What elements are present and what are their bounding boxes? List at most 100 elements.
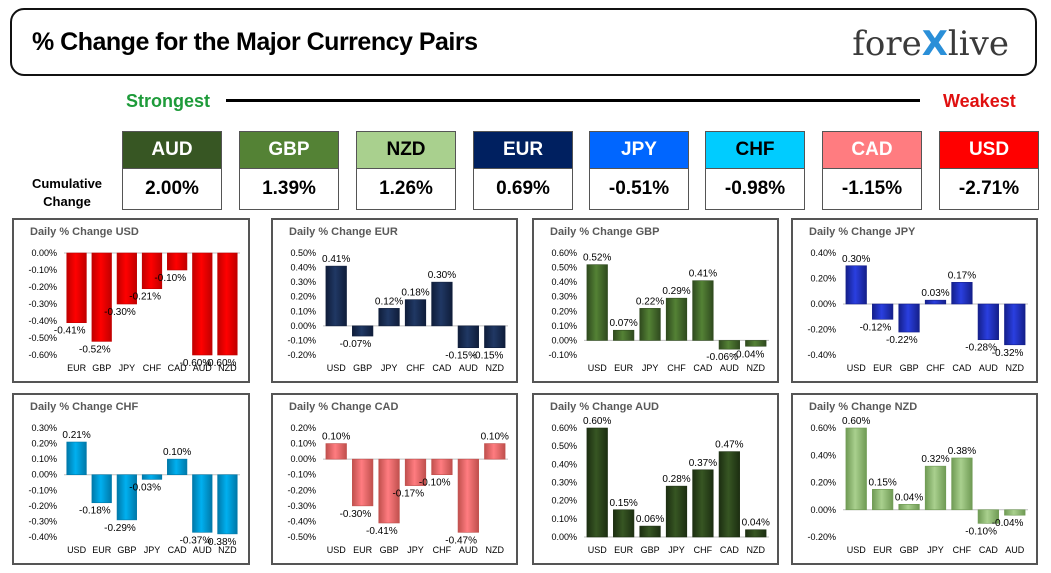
- chart-panel-jpy: Daily % Change JPY 0.40% 0.20% 0.00% -0.20% -…: [791, 218, 1038, 383]
- y-tick-label: 0.60%: [551, 423, 577, 433]
- bar-chart: Daily % Change JPY 0.40% 0.20% 0.00% -0.20% -…: [807, 226, 1028, 373]
- data-label: 0.10%: [322, 432, 350, 443]
- chart-title: Daily % Change EUR: [289, 226, 398, 238]
- y-tick-label: 0.30%: [551, 478, 577, 488]
- data-label: -0.30%: [340, 509, 372, 520]
- data-label: 0.17%: [948, 270, 976, 281]
- y-tick-label: 0.20%: [31, 439, 57, 449]
- x-tick-label: CHF: [433, 545, 452, 555]
- y-tick-label: 0.20%: [290, 423, 316, 433]
- x-tick-label: CHF: [143, 363, 162, 373]
- bar-jpy: [924, 465, 947, 511]
- y-tick-label: -0.50%: [28, 333, 57, 343]
- x-tick-label: CAD: [952, 363, 972, 373]
- bar-jpy: [639, 308, 661, 341]
- x-tick-label: CAD: [432, 363, 452, 373]
- y-tick-label: 0.40%: [810, 450, 836, 460]
- x-tick-label: USD: [847, 363, 867, 373]
- y-tick-label: -0.10%: [28, 485, 57, 495]
- currency-code: JPY: [589, 131, 689, 169]
- bar-eur: [872, 303, 894, 320]
- bar-chart: Daily % Change NZD 0.60% 0.40% 0.20% 0.00% -0…: [807, 401, 1028, 555]
- bar-gbp: [639, 525, 661, 538]
- bar-chart: Daily % Change CHF 0.30% 0.20% 0.10% 0.00% -0…: [28, 401, 240, 555]
- currency-code: EUR: [473, 131, 573, 169]
- x-tick-label: GBP: [380, 545, 399, 555]
- x-tick-label: AUD: [459, 363, 479, 373]
- y-tick-label: 0.20%: [551, 306, 577, 316]
- x-tick-label: USD: [588, 363, 608, 373]
- y-tick-label: 0.10%: [551, 514, 577, 524]
- currency-box-chf: CHF -0.98%: [705, 131, 805, 210]
- bar-usd: [66, 441, 87, 476]
- y-tick-label: 0.40%: [551, 277, 577, 287]
- data-label: -0.17%: [392, 489, 424, 500]
- chart-panel-chf: Daily % Change CHF 0.30% 0.20% 0.10% 0.00% -0…: [12, 393, 250, 565]
- bar-aud: [1004, 509, 1026, 516]
- y-tick-label: -0.40%: [807, 350, 836, 360]
- bar-aud: [192, 252, 213, 356]
- bar-jpy: [404, 458, 427, 486]
- bar-nzd: [745, 529, 767, 538]
- x-tick-label: NZD: [218, 545, 237, 555]
- currency-code: GBP: [239, 131, 339, 169]
- data-label: -0.06%: [706, 352, 738, 363]
- currency-code: AUD: [122, 131, 222, 169]
- x-tick-label: NZD: [486, 363, 505, 373]
- data-label: 0.12%: [375, 296, 403, 307]
- bar-eur: [91, 474, 112, 504]
- data-label: 0.15%: [868, 477, 896, 488]
- x-tick-label: AUD: [193, 545, 213, 555]
- y-tick-label: 0.10%: [31, 454, 57, 464]
- data-label: -0.47%: [445, 535, 477, 546]
- data-label: -0.52%: [79, 344, 111, 355]
- page-title: % Change for the Major Currency Pairs: [32, 28, 478, 56]
- chart-title: Daily % Change NZD: [809, 401, 917, 413]
- x-tick-label: GBP: [641, 545, 660, 555]
- y-tick-label: 0.50%: [290, 248, 316, 258]
- chart-title: Daily % Change JPY: [809, 226, 916, 238]
- data-label: -0.22%: [886, 335, 918, 346]
- currency-cumulative-value: -0.98%: [705, 169, 805, 210]
- bar-jpy: [665, 485, 688, 538]
- y-tick-label: -0.40%: [287, 516, 316, 526]
- bar-aud: [457, 325, 479, 349]
- weakest-label: Weakest: [943, 91, 1016, 111]
- currency-code: CAD: [822, 131, 922, 169]
- currency-box-eur: EUR 0.69%: [473, 131, 573, 210]
- currency-cumulative-value: -2.71%: [939, 169, 1039, 210]
- data-label: 0.03%: [921, 288, 949, 299]
- x-tick-label: GBP: [900, 363, 919, 373]
- cumulative-change-label: Cumulative Change: [28, 175, 106, 211]
- y-tick-label: 0.20%: [810, 274, 836, 284]
- x-tick-label: GBP: [92, 363, 111, 373]
- y-tick-label: 0.60%: [810, 423, 836, 433]
- y-tick-label: -0.10%: [287, 470, 316, 480]
- x-tick-label: USD: [327, 545, 347, 555]
- data-label: 0.15%: [609, 498, 637, 509]
- data-label: 0.32%: [921, 454, 949, 465]
- logo-text-right: live: [947, 24, 1009, 64]
- x-tick-label: NZD: [1006, 363, 1025, 373]
- bar-cad: [718, 451, 740, 538]
- data-label: 0.04%: [895, 492, 923, 503]
- currency-cumulative-value: 2.00%: [122, 169, 222, 210]
- bar-chart: Daily % Change EUR 0.50% 0.40% 0.30% 0.20% 0.…: [287, 226, 508, 373]
- data-label: 0.04%: [742, 518, 770, 529]
- chart-panel-cad: Daily % Change CAD 0.20% 0.10% 0.00% -0.10% -…: [271, 393, 518, 565]
- currency-box-cad: CAD -1.15%: [822, 131, 922, 210]
- y-tick-label: -0.30%: [28, 516, 57, 526]
- data-label: -0.37%: [180, 535, 212, 546]
- bar-gbp: [898, 303, 920, 333]
- currency-code: USD: [939, 131, 1039, 169]
- y-tick-label: 0.40%: [290, 263, 316, 273]
- data-label: -0.32%: [992, 348, 1024, 359]
- x-tick-label: CHF: [667, 363, 686, 373]
- currency-code: NZD: [356, 131, 456, 169]
- bar-usd: [586, 264, 608, 341]
- bar-chart: Daily % Change GBP 0.60% 0.50% 0.40% 0.30% 0.…: [548, 226, 769, 373]
- bar-gbp: [352, 325, 374, 337]
- data-label: 0.28%: [662, 474, 690, 485]
- chart-title: Daily % Change AUD: [550, 401, 659, 413]
- data-label: 0.21%: [62, 430, 90, 441]
